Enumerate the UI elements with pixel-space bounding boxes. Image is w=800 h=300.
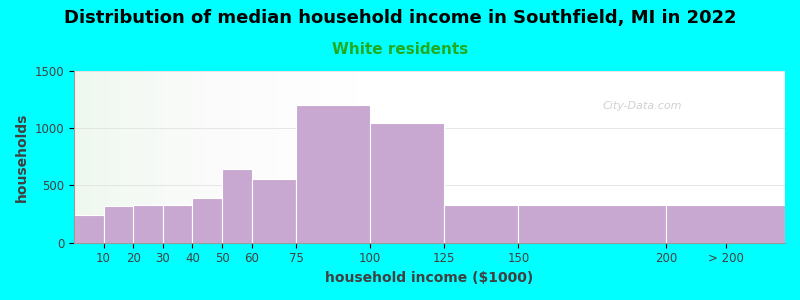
- Bar: [74, 215, 103, 243]
- Text: White residents: White residents: [332, 42, 468, 57]
- X-axis label: household income ($1000): household income ($1000): [326, 271, 534, 285]
- Bar: [518, 205, 666, 243]
- Bar: [222, 169, 252, 243]
- Bar: [666, 205, 785, 243]
- Bar: [162, 205, 193, 243]
- Bar: [252, 178, 296, 243]
- Bar: [370, 122, 444, 243]
- Bar: [444, 205, 518, 243]
- Y-axis label: households: households: [15, 112, 29, 202]
- Bar: [193, 198, 222, 243]
- Bar: [296, 105, 370, 243]
- Text: Distribution of median household income in Southfield, MI in 2022: Distribution of median household income …: [64, 9, 736, 27]
- Bar: [103, 206, 133, 243]
- Bar: [133, 205, 162, 243]
- Text: City-Data.com: City-Data.com: [603, 101, 682, 111]
